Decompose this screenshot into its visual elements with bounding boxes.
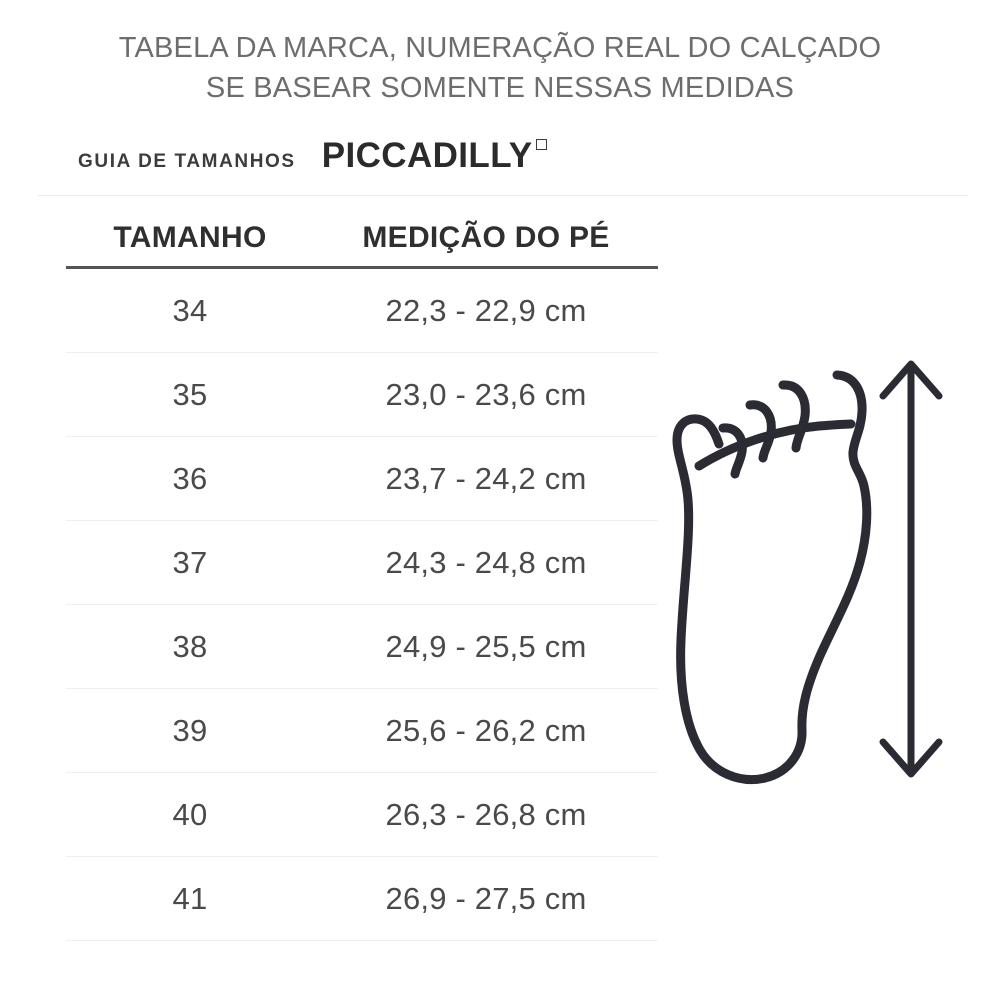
- cell-size: 35: [172, 376, 208, 412]
- cell-measurement: 22,3 - 22,9 cm: [385, 292, 587, 328]
- cell-size: 41: [172, 880, 208, 916]
- row-divider: [66, 856, 658, 857]
- row-divider: [66, 604, 658, 605]
- size-chart-table: TAMANHO MEDIÇÃO DO PÉ 34 22,3 - 22,9 cm 35…: [66, 210, 658, 941]
- table-row: 34 22,3 - 22,9 cm: [66, 269, 658, 352]
- page-title-line-2: SE BASEAR SOMENTE NESSAS MEDIDAS: [205, 72, 795, 104]
- cell-measurement: 26,3 - 26,8 cm: [385, 796, 587, 832]
- cell-measurement: 25,6 - 26,2 cm: [385, 712, 587, 748]
- cell-size: 34: [172, 292, 208, 328]
- table-body: 34 22,3 - 22,9 cm 35 23,0 - 23,6 cm 36 23,7 -…: [66, 269, 658, 941]
- header-divider: [38, 195, 968, 196]
- row-divider: [66, 436, 658, 437]
- table-row: 40 26,3 - 26,8 cm: [66, 773, 658, 856]
- row-divider: [66, 940, 658, 941]
- row-divider: [66, 688, 658, 689]
- cell-size: 36: [172, 460, 208, 496]
- cell-measurement: 24,3 - 24,8 cm: [385, 544, 587, 580]
- size-guide-label: GUIA DE TAMANHOS: [78, 151, 296, 172]
- table-row: 38 24,9 - 25,5 cm: [66, 605, 658, 688]
- table-row: 39 25,6 - 26,2 cm: [66, 689, 658, 772]
- page-title-line-1: TABELA DA MARCA, NUMERAÇÃO REAL DO CALÇA…: [118, 32, 882, 64]
- size-guide-header: GUIA DE TAMANHOS PICCADILLY: [78, 136, 678, 180]
- cell-size: 39: [172, 712, 208, 748]
- table-row: 36 23,7 - 24,2 cm: [66, 437, 658, 520]
- row-divider: [66, 520, 658, 521]
- table-row: 35 23,0 - 23,6 cm: [66, 353, 658, 436]
- brand-name: PICCADILLY: [321, 136, 533, 175]
- cell-measurement: 23,7 - 24,2 cm: [385, 460, 587, 496]
- column-header-measurement: MEDIÇÃO DO PÉ: [362, 221, 610, 254]
- cell-size: 38: [172, 628, 208, 664]
- row-divider: [66, 772, 658, 773]
- registered-trademark-icon: [535, 139, 547, 150]
- table-row: 41 26,9 - 27,5 cm: [66, 857, 658, 940]
- cell-measurement: 26,9 - 27,5 cm: [385, 880, 587, 916]
- foot-measurement-illustration: [655, 340, 955, 800]
- vertical-measure-arrow-icon: [879, 360, 943, 778]
- table-row: 37 24,3 - 24,8 cm: [66, 521, 658, 604]
- cell-size: 37: [172, 544, 208, 580]
- row-divider: [66, 352, 658, 353]
- cell-size: 40: [172, 796, 208, 832]
- table-header-row: TAMANHO MEDIÇÃO DO PÉ: [66, 210, 658, 266]
- cell-measurement: 24,9 - 25,5 cm: [385, 628, 587, 664]
- table-header-underline: [66, 266, 658, 269]
- column-header-size: TAMANHO: [113, 221, 267, 254]
- foot-sole-icon: [672, 370, 872, 784]
- cell-measurement: 23,0 - 23,6 cm: [385, 376, 587, 412]
- page-title: TABELA DA MARCA, NUMERAÇÃO REAL DO CALÇA…: [0, 28, 1000, 108]
- brand-logo: PICCADILLY: [322, 136, 547, 176]
